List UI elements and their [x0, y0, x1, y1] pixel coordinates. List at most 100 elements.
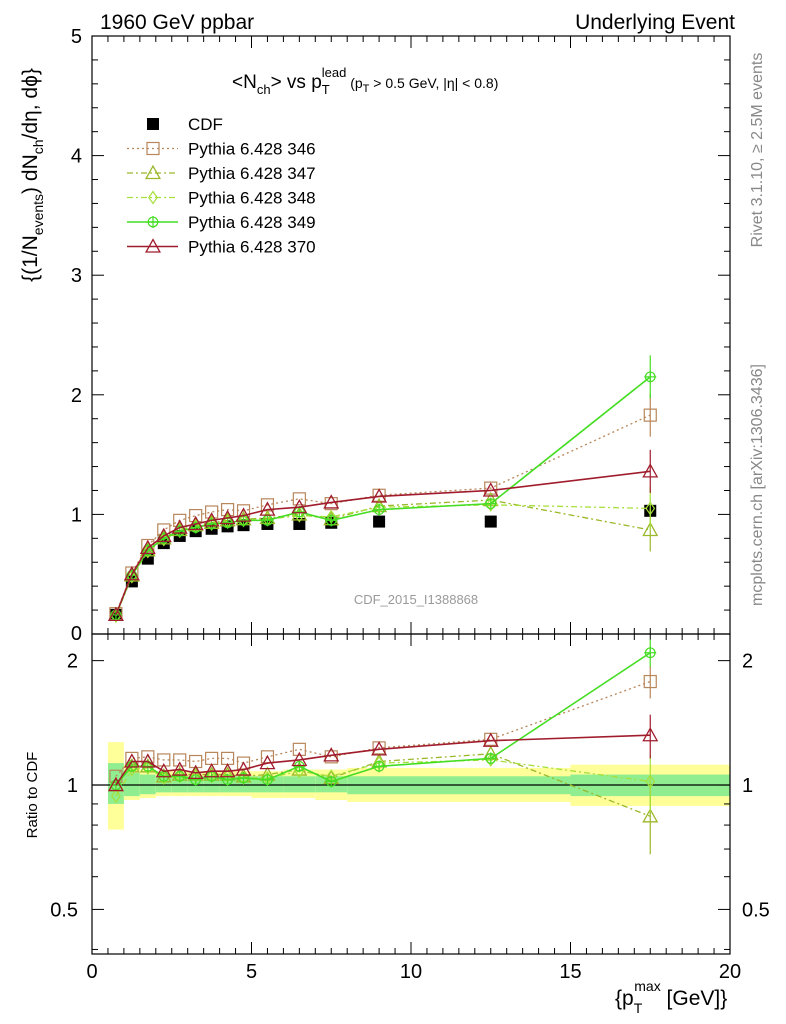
series-line [115, 680, 651, 777]
data-point-marker [371, 741, 388, 756]
header-right-label: Underlying Event [575, 11, 735, 34]
y-tick-label: 2 [67, 651, 78, 673]
data-point-marker [644, 646, 657, 659]
data-point-marker [259, 754, 276, 770]
data-point-marker [147, 118, 159, 130]
legend-label: Pythia 6.428 346 [188, 140, 316, 159]
x-tick-label: 20 [719, 961, 741, 983]
data-point-marker [139, 539, 156, 555]
y-tick-label-right: 0.5 [742, 899, 770, 921]
x-tick-label: 5 [246, 961, 257, 983]
legend-entry: Pythia 6.428 346 [127, 140, 316, 159]
data-point-marker [189, 773, 202, 786]
data-point-marker [323, 747, 340, 762]
data-point-marker [126, 569, 137, 584]
data-point-marker [203, 512, 220, 527]
legend: CDF Pythia 6.428 346 Pythia 6.428 347 Pythi… [127, 115, 316, 257]
data-point-marker [155, 527, 172, 543]
data-point-marker [371, 488, 388, 503]
x-tick-label: 10 [400, 961, 422, 983]
series-line [115, 470, 651, 616]
data-point-marker [294, 508, 305, 523]
y-tick-label-right: 1 [742, 775, 753, 797]
data-point-marker [142, 544, 153, 559]
svg-text:<Nch> vs pTlead (pT > 0.5 GeV,: <Nch> vs pTlead (pT > 0.5 GeV, |η| < 0.8… [232, 65, 498, 97]
data-point-marker [373, 515, 386, 528]
data-point-marker [173, 770, 186, 783]
data-point-marker [325, 514, 338, 527]
y-tick-label: 0.5 [50, 899, 78, 921]
data-point-marker [485, 497, 496, 512]
data-point-marker [261, 773, 274, 786]
data-point-marker [294, 764, 305, 779]
legend-entry: Pythia 6.428 347 [127, 164, 316, 183]
data-point-marker [291, 751, 308, 767]
data-point-marker [123, 565, 140, 581]
data-point-marker [325, 775, 338, 788]
legend-entry: Pythia 6.428 348 [127, 189, 316, 208]
y-tick-label: 3 [71, 265, 82, 287]
legend-label: Pythia 6.428 349 [188, 213, 316, 232]
data-point-marker [373, 760, 386, 773]
data-point-marker [237, 771, 250, 784]
data-point-marker [642, 521, 659, 537]
legend-label: Pythia 6.428 347 [188, 164, 316, 183]
svg-text:{(1/Nevents) dNch/dη, dϕ}: {(1/Nevents) dNch/dη, dϕ} [19, 68, 46, 282]
data-point-marker [293, 760, 306, 773]
main-y-axis-title: {(1/Nevents) dNch/dη, dϕ} [19, 68, 46, 282]
y-tick-label: 1 [71, 504, 82, 526]
data-point-marker [110, 789, 121, 804]
y-tick-label: 0 [71, 623, 82, 645]
data-point-marker [219, 509, 236, 525]
series-pythia-6-428-370 [107, 714, 659, 792]
data-point-marker [484, 752, 497, 765]
data-point-marker [235, 761, 252, 776]
data-point-marker [642, 808, 659, 823]
data-point-marker [219, 762, 236, 778]
data-point-marker [203, 762, 220, 778]
x-tick-label: 15 [559, 961, 581, 983]
data-point-marker [107, 776, 124, 792]
data-point-marker [323, 494, 340, 509]
ratio-y-axis-title: Ratio to CDF [24, 752, 41, 839]
analysis-watermark: CDF_2015_I1388868 [354, 592, 478, 607]
data-point-marker [221, 773, 234, 786]
data-point-marker [484, 515, 497, 528]
data-point-marker [645, 774, 656, 789]
data-point-marker [187, 515, 204, 531]
data-point-marker [642, 463, 659, 478]
series-line [115, 652, 651, 786]
uncertainty-band-inner [139, 774, 156, 795]
data-point-marker [171, 519, 188, 534]
data-point-marker [147, 216, 159, 228]
data-point-marker [482, 732, 499, 747]
series-pythia-6-428-370 [107, 449, 659, 622]
data-point-marker [292, 742, 306, 756]
data-point-marker [292, 492, 306, 506]
data-point-marker [484, 497, 497, 510]
data-point-marker [157, 753, 171, 767]
svg-text:{pTmax [GeV]}: {pTmax [GeV]} [615, 978, 727, 1016]
main-plot-title: <Nch> vs pTlead (pT > 0.5 GeV, |η| < 0.8… [232, 65, 498, 97]
data-point-marker [173, 753, 187, 767]
data-point-marker [293, 517, 306, 530]
data-point-marker [139, 753, 156, 768]
main-panel: 1 2 3 4 5 0 CDF Pythia 6.428 346 Pythia 6.428 34… [71, 26, 731, 645]
data-point-marker [291, 498, 308, 514]
legend-label: Pythia 6.428 370 [188, 238, 316, 257]
data-point-marker [144, 164, 162, 180]
data-point-marker [259, 501, 276, 516]
y-tick-label: 4 [71, 146, 82, 168]
data-point-marker [146, 141, 160, 156]
data-point-marker [642, 726, 659, 742]
y-tick-label: 2 [71, 385, 82, 407]
legend-label: CDF [188, 115, 223, 134]
data-point-marker [643, 408, 657, 422]
data-point-marker [205, 751, 219, 765]
data-point-marker [155, 762, 172, 778]
x-axis-title: {pTmax [GeV]} [615, 978, 727, 1016]
legend-entry: Pythia 6.428 349 [127, 213, 316, 232]
data-point-marker [107, 606, 124, 622]
